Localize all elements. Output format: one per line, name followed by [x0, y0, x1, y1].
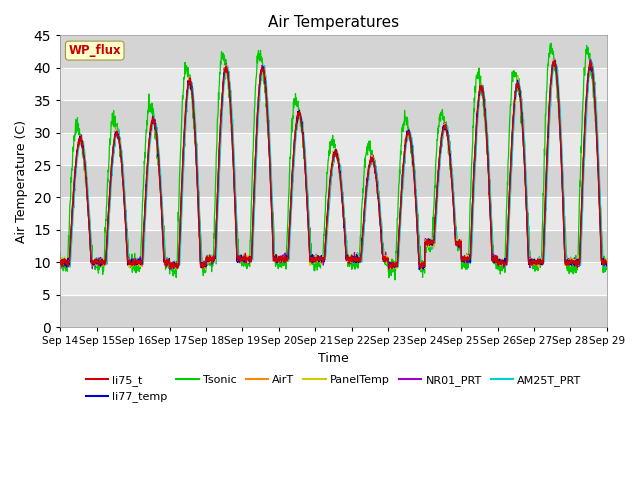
- Text: WP_flux: WP_flux: [68, 44, 121, 57]
- Bar: [60, 295, 607, 327]
- Legend: li75_t, li77_temp, Tsonic, AirT, PanelTemp, NR01_PRT, AM25T_PRT: li75_t, li77_temp, Tsonic, AirT, PanelTe…: [81, 371, 586, 407]
- Title: Air Temperatures: Air Temperatures: [268, 15, 399, 30]
- X-axis label: Time: Time: [318, 352, 349, 365]
- Bar: [60, 165, 607, 197]
- Bar: [60, 36, 607, 68]
- Bar: [60, 68, 607, 100]
- Bar: [60, 262, 607, 295]
- Bar: [60, 132, 607, 165]
- Bar: [60, 197, 607, 230]
- Bar: [60, 230, 607, 262]
- Bar: [60, 100, 607, 132]
- Y-axis label: Air Temperature (C): Air Temperature (C): [15, 120, 28, 243]
